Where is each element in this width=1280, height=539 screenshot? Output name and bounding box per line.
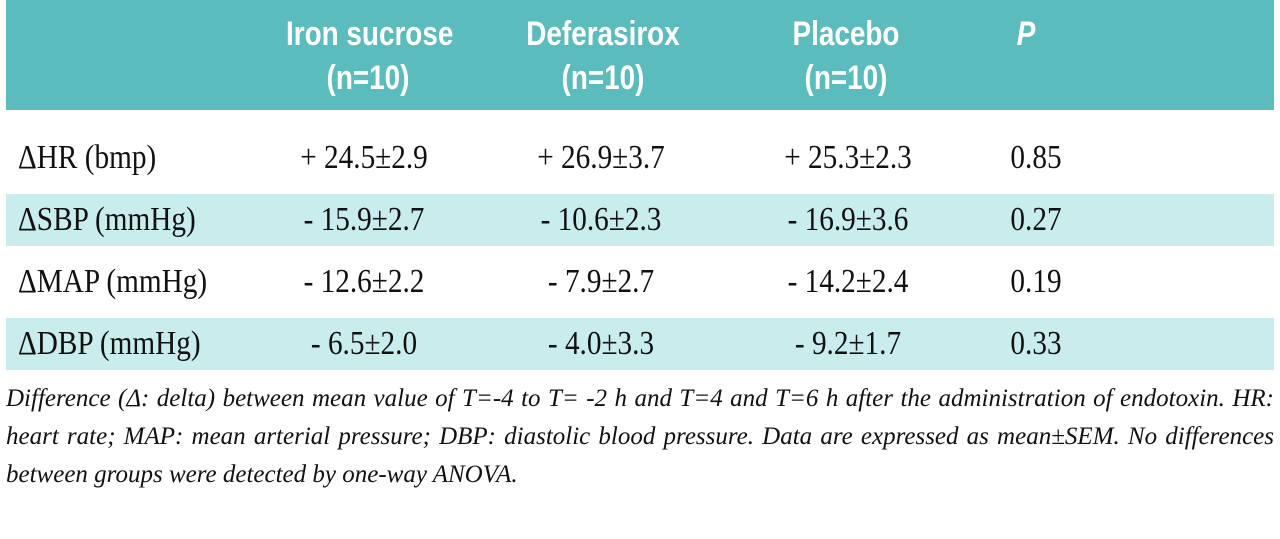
table-footnote: Difference (Δ: delta) between mean value… xyxy=(6,385,1274,488)
results-table: Iron sucrose (n=10) Deferasirox (n=10) P… xyxy=(6,0,1274,370)
table-row: ΔMAP (mmHg) - 12.6±2.2 - 7.9±2.7 - 14.2±… xyxy=(6,256,1274,308)
row-divider xyxy=(6,246,1274,249)
column-header-placebo: Placebo (n=10) xyxy=(792,15,900,97)
deferasirox-value: - 7.9±2.7 xyxy=(547,263,655,300)
column-header-p-value: P xyxy=(1016,15,1036,53)
iron-sucrose-value: - 6.5±2.0 xyxy=(310,325,418,362)
placebo-value: - 16.9±3.6 xyxy=(787,201,909,238)
iron-sucrose-value: - 15.9±2.7 xyxy=(303,201,425,238)
row-label: ΔSBP (mmHg) xyxy=(18,201,196,238)
column-header-deferasirox: Deferasirox (n=10) xyxy=(526,15,680,97)
p-value: 0.85 xyxy=(1010,139,1062,176)
table-row: ΔSBP (mmHg) - 15.9±2.7 - 10.6±2.3 - 16.9… xyxy=(6,194,1274,246)
table-row: ΔHR (bmp) + 24.5±2.9 + 26.9±3.7 + 25.3±2… xyxy=(6,132,1274,184)
placebo-value: - 9.2±1.7 xyxy=(794,325,902,362)
iron-sucrose-value: - 12.6±2.2 xyxy=(303,263,425,300)
table-header: Iron sucrose (n=10) Deferasirox (n=10) P… xyxy=(6,0,1274,110)
deferasirox-value: - 10.6±2.3 xyxy=(540,201,662,238)
deferasirox-value: - 4.0±3.3 xyxy=(547,325,655,362)
table-row: ΔDBP (mmHg) - 6.5±2.0 - 4.0±3.3 - 9.2±1.… xyxy=(6,318,1274,370)
placebo-value: + 25.3±2.3 xyxy=(784,139,912,176)
row-label: ΔMAP (mmHg) xyxy=(18,263,208,300)
p-value: 0.27 xyxy=(1010,201,1062,238)
p-value: 0.33 xyxy=(1010,325,1062,362)
row-label: ΔDBP (mmHg) xyxy=(18,325,201,362)
p-value: 0.19 xyxy=(1010,263,1062,300)
column-header-iron-sucrose: Iron sucrose (n=10) xyxy=(286,15,454,97)
row-label: ΔHR (bmp) xyxy=(18,139,157,176)
deferasirox-value: + 26.9±3.7 xyxy=(537,139,665,176)
iron-sucrose-value: + 24.5±2.9 xyxy=(300,139,428,176)
placebo-value: - 14.2±2.4 xyxy=(787,263,909,300)
